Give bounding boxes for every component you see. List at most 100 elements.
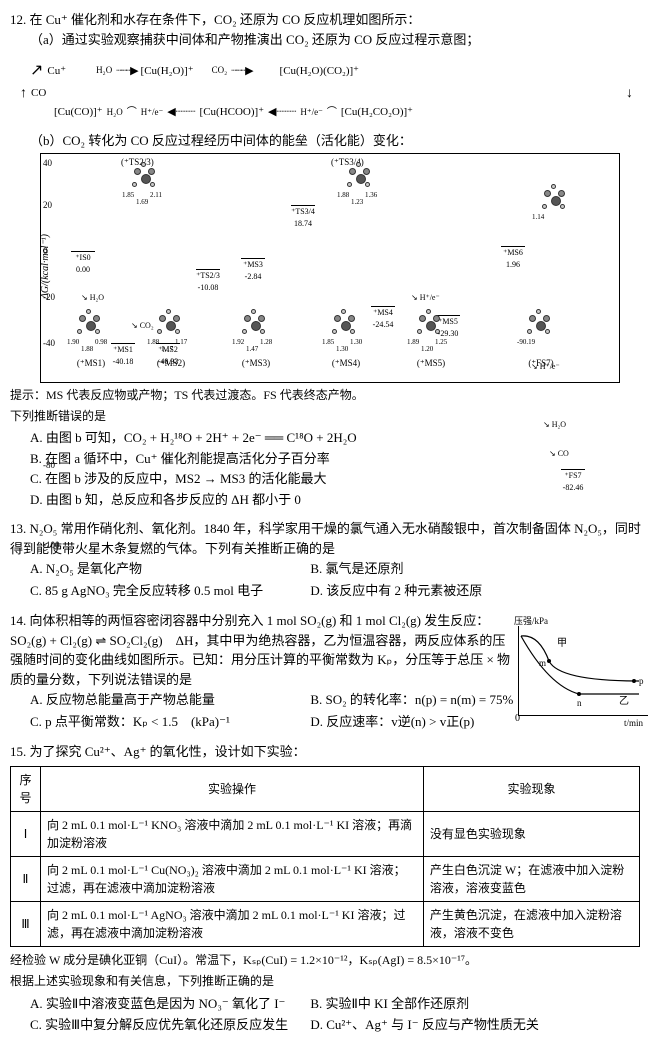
bond-label: 1.20	[421, 344, 433, 355]
y-tick: -80	[43, 459, 55, 473]
bond-label: 1.14	[532, 212, 544, 223]
arrow-label: ↘ H₂O	[543, 419, 566, 431]
atom-icon	[350, 329, 355, 334]
label-he1: H⁺/e⁻	[141, 106, 164, 120]
atom-icon	[363, 168, 370, 175]
arrow-label: ↘ H₂O	[81, 292, 104, 304]
y-tick: -40	[43, 337, 55, 351]
option-d: D. 由图 b 知，总反应和各步反应的 ΔH 都小于 0	[30, 490, 653, 510]
atom-icon	[545, 329, 550, 334]
atom-icon	[332, 329, 337, 334]
molecule-cluster: 1.881.171.17(⁺MS2)	[151, 309, 191, 371]
q15-post1: 经检验 W 成分是碘化亚铜（CuI）。常温下，Kₛₚ(CuI) = 1.2×10…	[10, 951, 653, 969]
svg-text:0: 0	[515, 713, 520, 724]
cell-obs: 产生白色沉淀 W；在滤液中加入淀粉溶液，溶液变蓝色	[423, 856, 639, 901]
table-row: Ⅰ向 2 mL 0.1 mol·L⁻¹ KNO₃ 溶液中滴加 2 mL 0.1 …	[11, 811, 640, 856]
atom-icon	[419, 315, 426, 322]
y-label: 压强/kPa	[514, 616, 548, 626]
bond-label: 1.85	[322, 337, 334, 348]
atom-icon	[79, 315, 86, 322]
species-cuh2co2o: [Cu(H₂CO₂O)]⁺	[341, 104, 413, 121]
question-14: 14. 向体积相等的两恒容密闭容器中分别充入 1 mol SO₂(g) 和 1 …	[10, 611, 653, 732]
q13-options: A. N₂O₅ 是氧化产物 B. 氯气是还原剂 C. 85 g AgNO₃ 完全…	[10, 558, 653, 601]
cell-op: 向 2 mL 0.1 mol·L⁻¹ AgNO₃ 溶液中滴加 2 mL 0.1 …	[41, 901, 424, 946]
option-c: C. 实验Ⅲ中复分解反应优先氧化还原反应发生	[30, 1015, 310, 1035]
option-d: D. 该反应中有 2 种元素被还原	[310, 581, 590, 601]
q12-part-b: （b）CO₂ 转化为 CO 反应过程经历中间体的能垒（活化能）变化：	[10, 131, 653, 151]
atom-icon	[251, 309, 256, 314]
bond-label: 1.36	[365, 190, 377, 201]
option-c: C. 85 g AgNO₃ 完全反应转移 0.5 mol 电子	[30, 581, 310, 601]
atom-icon	[166, 309, 171, 314]
bond-label: 1.23	[351, 197, 363, 208]
species-co: CO	[31, 85, 46, 102]
atom-icon	[356, 162, 361, 167]
ms-label: (⁺MS2)	[151, 357, 191, 371]
option-b: B. 氯气是还原剂	[310, 559, 590, 579]
q14-number: 14.	[10, 613, 26, 628]
atom-icon	[141, 162, 146, 167]
cell-num: Ⅱ	[11, 856, 41, 901]
atom-icon	[258, 315, 265, 322]
bond-label: 1.28	[260, 337, 272, 348]
question-13: 13. N₂O₅ 常用作硝化剂、氧化剂。1840 年，科学家用干燥的氯气通入无水…	[10, 519, 653, 601]
energy-level: ⁺MS4-24.54	[371, 306, 395, 331]
question-12: 12. 在 Cu⁺ 催化剂和水存在条件下，CO₂ 还原为 CO 反应机理如图所示…	[10, 10, 653, 509]
atom-icon	[536, 309, 541, 314]
bond-label: -90.19	[517, 337, 535, 348]
atom-icon	[543, 315, 550, 322]
ms-label: (⁺MS5)	[411, 357, 451, 371]
atom-icon	[159, 315, 166, 322]
q15-stem: 为了探究 Cu²⁺、Ag⁺ 的氧化性，设计如下实验：	[30, 744, 306, 759]
atom-icon	[334, 315, 341, 322]
atom-icon	[433, 315, 440, 322]
svg-text:t/min: t/min	[624, 718, 644, 728]
molecule-cluster: 1.921.471.28(⁺MS3)	[236, 309, 276, 371]
atom-icon	[558, 190, 565, 197]
molecule-cluster: 1.14	[536, 184, 576, 214]
atom-icon	[348, 315, 355, 322]
arrow-label: ↘ H⁺/e⁻	[411, 292, 440, 304]
atom-icon	[435, 329, 440, 334]
q13-number: 13.	[10, 521, 26, 536]
col-num: 序号	[11, 766, 41, 811]
option-b: B. 实验Ⅱ中 KI 全部作还原剂	[310, 994, 590, 1014]
arrow-label: ↘ CO	[549, 448, 569, 460]
svg-text:n: n	[577, 698, 582, 708]
molecule-cluster: 1.851.692.11	[126, 162, 166, 192]
bond-label: 0.98	[95, 337, 107, 348]
bond-label: 1.47	[246, 344, 258, 355]
energy-level: ⁺IS00.00	[71, 251, 95, 276]
y-tick: 0	[43, 245, 48, 259]
atom-icon	[86, 309, 91, 314]
atom-icon	[341, 309, 346, 314]
q15-table: 序号 实验操作 实验现象 Ⅰ向 2 mL 0.1 mol·L⁻¹ KNO₃ 溶液…	[10, 766, 640, 947]
species-cuhcoo: [Cu(HCOO)]⁺	[200, 104, 264, 121]
species-cuh2o: [Cu(H₂O)]⁺	[141, 63, 194, 80]
energy-level: ⁺FS7-82.46	[561, 469, 585, 494]
atom-icon	[77, 329, 82, 334]
option-a: A. 实验Ⅱ中溶液变蓝色是因为 NO₃⁻ 氧化了 I⁻	[30, 994, 310, 1014]
atom-icon	[560, 204, 565, 209]
point-p-icon	[632, 679, 636, 683]
q15-options: A. 实验Ⅱ中溶液变蓝色是因为 NO₃⁻ 氧化了 I⁻ B. 实验Ⅱ中 KI 全…	[10, 993, 653, 1036]
bond-label: 1.85	[122, 190, 134, 201]
bond-label: 1.17	[175, 337, 187, 348]
bond-label: 1.88	[147, 337, 159, 348]
cell-obs: 没有显色实验现象	[423, 811, 639, 856]
point-m-icon	[547, 659, 551, 663]
energy-level: ⁺TS3/418.74	[291, 205, 315, 230]
atom-icon	[93, 315, 100, 322]
q14-graph: 压强/kPa m n p 甲 乙 t/min 0	[518, 626, 648, 716]
bond-label: 1.88	[81, 344, 93, 355]
molecule-cluster: 1.901.880.98(⁺MS1)	[71, 309, 111, 371]
q14-stem: 向体积相等的两恒容密闭容器中分别充入 1 mol SO₂(g) 和 1 mol …	[10, 613, 510, 687]
molecule-cluster: 1.881.231.36	[341, 162, 381, 192]
table-row: Ⅲ向 2 mL 0.1 mol·L⁻¹ AgNO₃ 溶液中滴加 2 mL 0.1…	[11, 901, 640, 946]
option-a: A. 反应物总能量高于产物总能量	[30, 690, 310, 710]
q12-hint1: 提示：MS 代表反应物或产物；TS 代表过渡态。FS 代表终态产物。	[10, 386, 653, 404]
energy-level: ⁺MS3-2.84	[241, 258, 265, 283]
question-15: 15. 为了探究 Cu²⁺、Ag⁺ 的氧化性，设计如下实验： 序号 实验操作 实…	[10, 742, 653, 1036]
label-h2o: H₂O	[96, 64, 112, 78]
atom-icon	[134, 168, 141, 175]
